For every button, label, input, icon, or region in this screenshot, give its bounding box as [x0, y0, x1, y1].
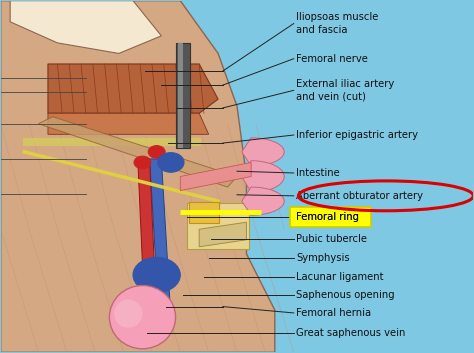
Polygon shape	[38, 117, 237, 187]
Ellipse shape	[109, 286, 175, 349]
FancyBboxPatch shape	[187, 203, 249, 249]
Polygon shape	[199, 222, 246, 247]
Ellipse shape	[114, 300, 143, 328]
Text: Femoral hernia: Femoral hernia	[296, 308, 371, 318]
Text: Intestine: Intestine	[296, 168, 340, 178]
Text: Femoral ring: Femoral ring	[296, 212, 359, 222]
Polygon shape	[242, 161, 284, 192]
Text: Symphysis: Symphysis	[296, 253, 350, 263]
Text: Femoral ring: Femoral ring	[296, 212, 359, 222]
Polygon shape	[180, 162, 251, 191]
Polygon shape	[242, 187, 284, 215]
Text: Femoral nerve: Femoral nerve	[296, 54, 368, 64]
Text: Pubic tubercle: Pubic tubercle	[296, 234, 367, 244]
Text: External iliac artery
and vein (cut): External iliac artery and vein (cut)	[296, 79, 394, 102]
FancyBboxPatch shape	[290, 207, 371, 227]
Polygon shape	[10, 1, 161, 53]
Polygon shape	[138, 159, 156, 317]
Text: Aberrant obturator artery: Aberrant obturator artery	[296, 191, 423, 201]
Polygon shape	[242, 138, 284, 166]
Polygon shape	[178, 43, 182, 148]
Polygon shape	[150, 159, 171, 317]
Polygon shape	[48, 64, 218, 113]
Text: Great saphenous vein: Great saphenous vein	[296, 328, 405, 338]
Polygon shape	[48, 113, 209, 134]
Circle shape	[148, 145, 165, 158]
Text: Saphenous opening: Saphenous opening	[296, 290, 395, 300]
Text: Iliopsoas muscle
and fascia: Iliopsoas muscle and fascia	[296, 12, 378, 35]
Circle shape	[157, 152, 184, 172]
Polygon shape	[175, 43, 190, 148]
Text: Lacunar ligament: Lacunar ligament	[296, 272, 383, 282]
FancyBboxPatch shape	[189, 202, 219, 223]
Text: Inferior epigastric artery: Inferior epigastric artery	[296, 130, 418, 140]
Circle shape	[133, 257, 180, 293]
Polygon shape	[0, 1, 275, 352]
Circle shape	[134, 156, 151, 169]
